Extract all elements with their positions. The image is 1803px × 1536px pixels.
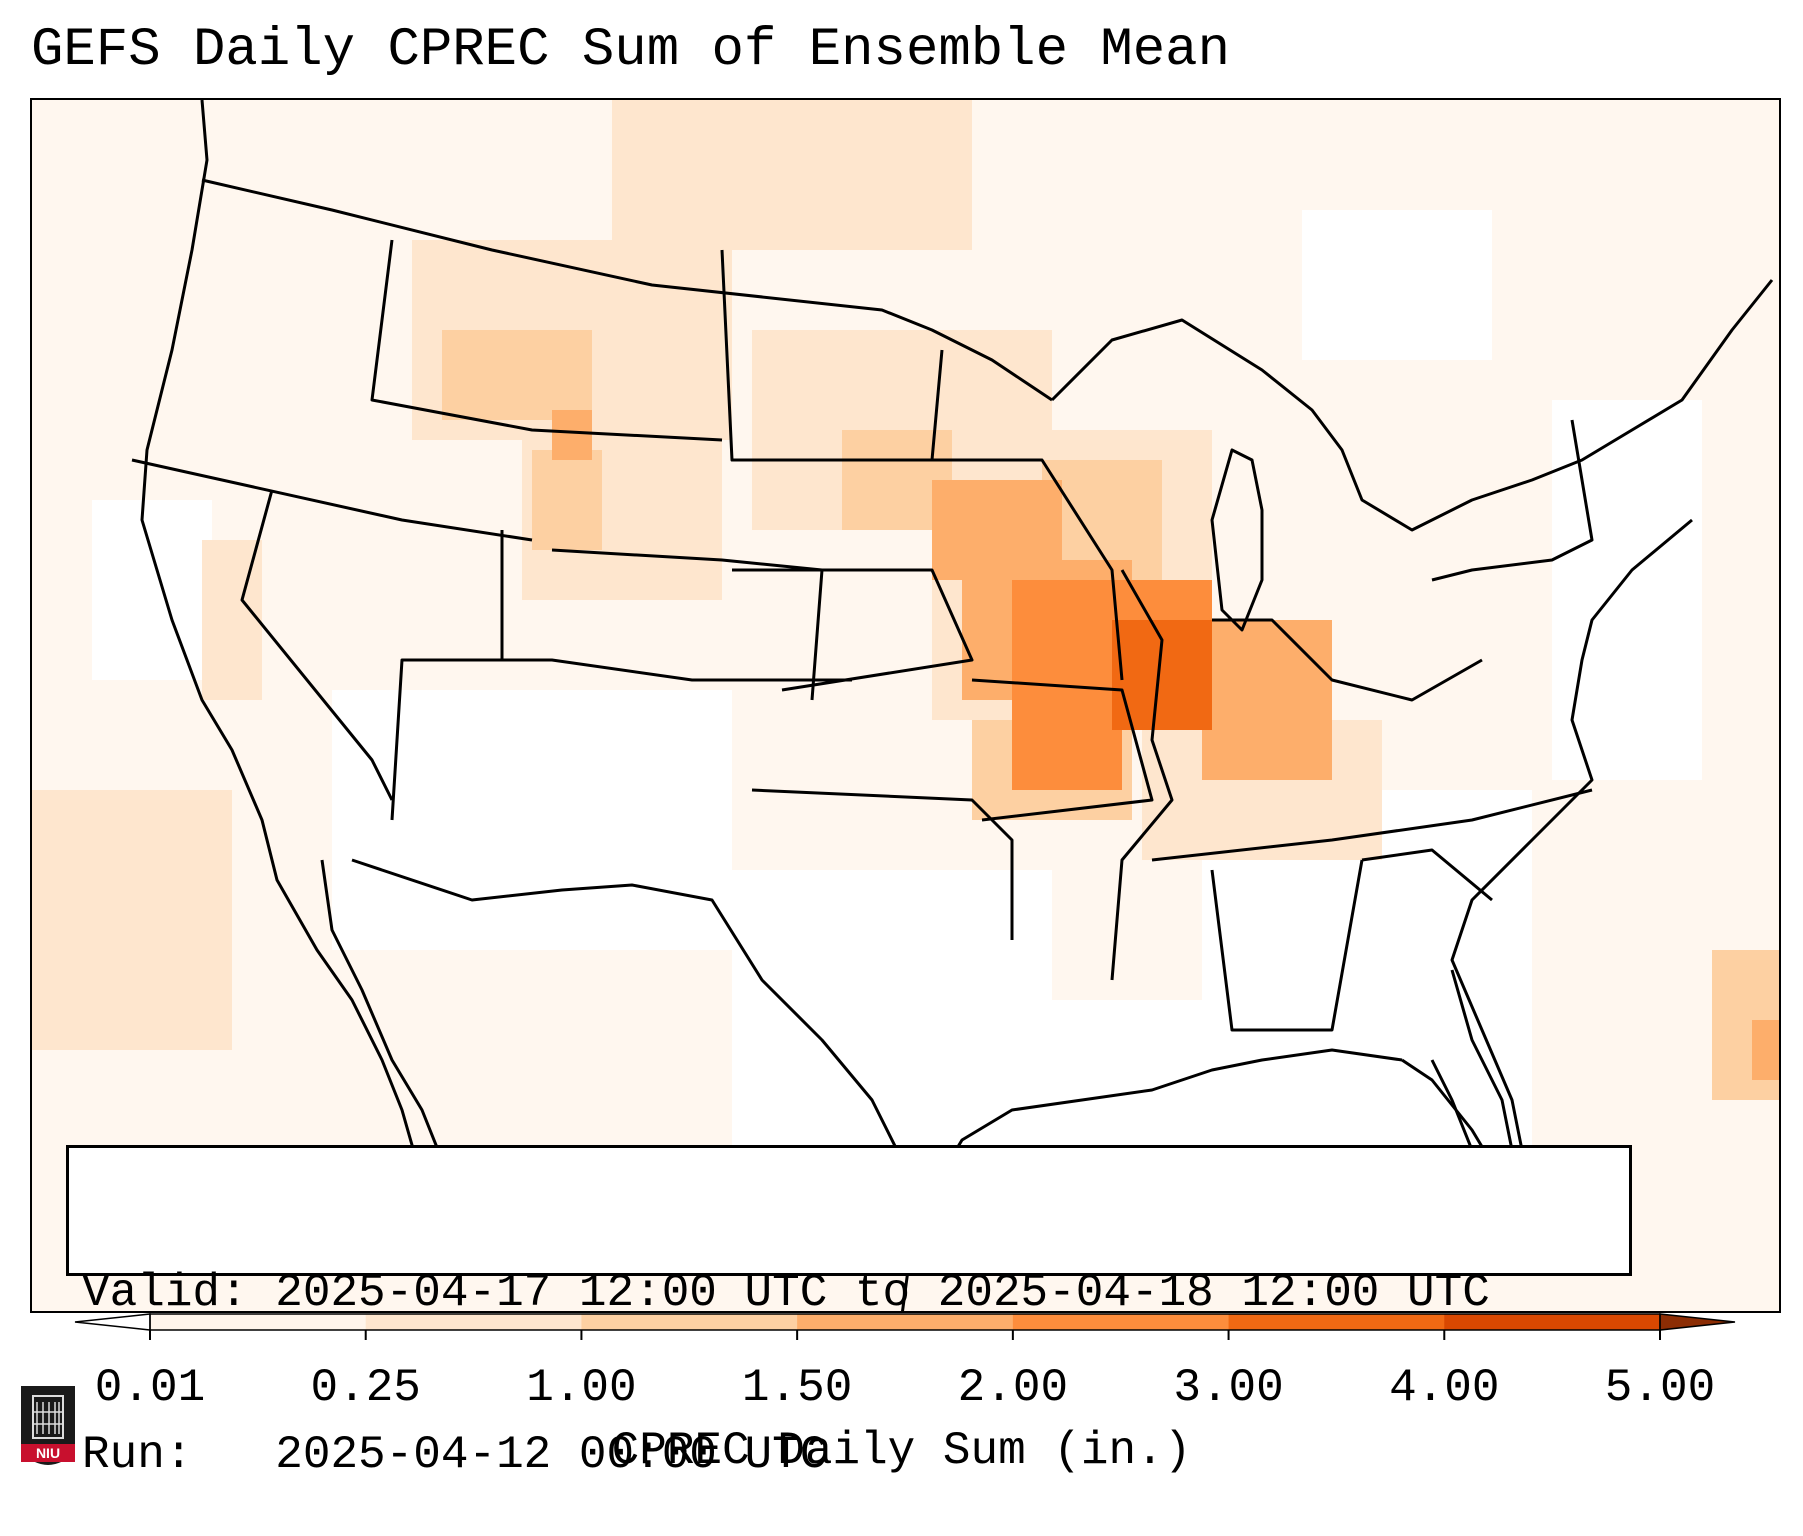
state-line-four-corners <box>402 658 852 682</box>
colorbar-over-arrow <box>1659 1313 1736 1331</box>
colorbar-segment <box>1444 1314 1661 1330</box>
colorbar-tick-label: 2.00 <box>957 1362 1069 1414</box>
map-title: GEFS Daily CPREC Sum of Ensemble Mean <box>31 20 1230 81</box>
niu-logo-text: NIU <box>36 1445 60 1461</box>
colorbar-tick-label: 1.50 <box>741 1362 853 1414</box>
colorbar-label: CPREC Daily Sum (in.) <box>611 1425 1192 1477</box>
colorbar: 0.01 0.25 1.00 1.50 2.00 3.00 4.00 5.00 CPREC D… <box>0 1300 1803 1500</box>
colorbar-tick-label: 4.00 <box>1389 1362 1500 1414</box>
colorbar-ticks <box>149 1330 1661 1340</box>
precip-map-svg <box>32 100 1779 1311</box>
state-line-mississippi-river <box>1110 569 1174 981</box>
state-line-northeast <box>1431 419 1594 582</box>
colorbar-segment <box>581 1314 798 1330</box>
colorbar-segment <box>1012 1314 1230 1330</box>
colorbar-segment <box>150 1314 367 1330</box>
state-line-tennessee <box>1151 788 1593 862</box>
mod-wyoming <box>532 450 602 550</box>
heavy-atlantic-core <box>1752 1020 1779 1080</box>
state-line-southeast <box>1210 859 1364 1032</box>
light-canada-plains <box>612 100 972 250</box>
great-lakes-outline <box>1050 279 1774 532</box>
state-line-oregon-idaho <box>131 458 533 542</box>
colorbar-outline <box>149 1313 1661 1331</box>
colorbar-segment <box>1228 1314 1445 1330</box>
no-precip-oregon <box>92 500 212 680</box>
state-line-minnesota-iowa <box>932 458 1124 681</box>
valid-time-box: Valid: 2025-04-17 12:00 UTC to 2025-04-1… <box>66 1145 1632 1481</box>
colorbar-under-arrow <box>74 1313 151 1331</box>
niu-logo-band <box>21 1444 75 1462</box>
run-time-line: Run: 2025-04-12 00:00 UTC <box>82 1429 828 1481</box>
colorbar-svg <box>74 1313 1736 1340</box>
state-line-montana-wyoming <box>370 239 723 442</box>
colorbar-tick-label: 0.01 <box>94 1362 206 1414</box>
colorbar-tick-label: 1.00 <box>526 1362 637 1414</box>
state-line-nevada <box>240 489 394 801</box>
niu-logo-tower-detail <box>33 1402 63 1434</box>
colorbar-tick-label: 0.25 <box>310 1362 421 1414</box>
baja-peninsula <box>320 859 444 1161</box>
heavy-indiana <box>1202 620 1332 780</box>
state-line-nebraska-kansas <box>732 568 974 692</box>
mod-montana <box>442 330 592 420</box>
no-precip-canada-east <box>1302 210 1492 360</box>
state-line-dakotas <box>720 249 944 462</box>
west-coastline <box>140 100 434 1251</box>
niu-logo-tower <box>32 1395 64 1439</box>
colorbar-segments <box>150 1314 1661 1330</box>
state-line-missouri-arkansas <box>971 678 1154 822</box>
colorbar-segment <box>365 1314 582 1330</box>
heavy-montana-core <box>552 410 592 460</box>
state-line-georgia-carolinas <box>1361 848 1493 902</box>
heavier-missouri <box>1012 680 1122 790</box>
valid-time-line: Valid: 2025-04-17 12:00 UTC to 2025-04-1… <box>82 1267 1490 1319</box>
state-line-colorado <box>551 548 824 701</box>
map-panel <box>30 98 1781 1313</box>
colorbar-segment <box>797 1314 1014 1330</box>
state-line-ohio-valley <box>1212 618 1483 702</box>
us-canada-border <box>201 178 1053 402</box>
lake-michigan <box>1210 448 1264 632</box>
light-pacific <box>32 790 232 1050</box>
colorbar-tick-label: 5.00 <box>1604 1362 1716 1414</box>
us-mexico-border <box>351 858 904 1161</box>
colorbar-tick-label: 3.00 <box>1173 1362 1284 1414</box>
niu-logo: NIU <box>21 1386 75 1465</box>
